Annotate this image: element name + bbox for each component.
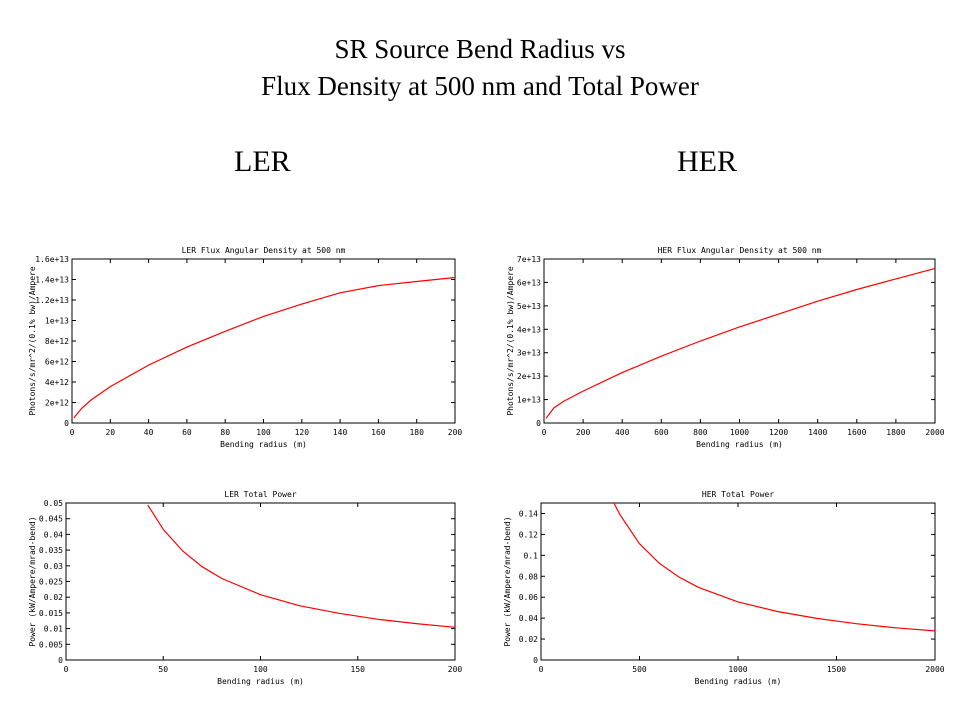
y-tick-label: 1e+13 <box>45 317 69 326</box>
y-axis-label: Photons/s/mr^2/(0.1% bw)/Ampere <box>506 266 515 415</box>
x-tick-label: 1600 <box>847 428 866 437</box>
y-tick-label: 0.02 <box>44 593 63 602</box>
y-tick-label: 8e+12 <box>45 337 69 346</box>
y-tick-label: 5e+13 <box>517 302 541 311</box>
plot-frame <box>65 502 456 661</box>
x-tick-label: 50 <box>158 665 168 674</box>
y-tick-label: 0.015 <box>39 609 63 618</box>
x-tick-label: 600 <box>654 428 669 437</box>
x-tick-label: 2000 <box>925 665 944 674</box>
y-tick-label: 0.06 <box>519 593 538 602</box>
x-tick-label: 200 <box>576 428 591 437</box>
x-tick-label: 140 <box>333 428 348 437</box>
chart-title: LER Total Power <box>224 490 296 499</box>
y-tick-label: 0 <box>533 656 538 665</box>
ler-flux-chart: LER Flux Angular Density at 500 nm 0 20 40 6… <box>28 246 462 449</box>
x-tick-label: 80 <box>220 428 230 437</box>
y-tick-label: 0.03 <box>44 562 63 571</box>
y-tick-label: 0.14 <box>519 509 538 518</box>
y-tick-label: 1.6e+13 <box>35 255 69 264</box>
x-tick-label: 40 <box>144 428 154 437</box>
x-axis-label: Bending radius (m) <box>696 440 783 449</box>
y-tick-label: 2e+12 <box>45 399 69 408</box>
y-tick-label: 1.2e+13 <box>35 296 69 305</box>
y-tick-label: 0.12 <box>519 530 538 539</box>
x-axis-label: Bending radius (m) <box>220 440 307 449</box>
x-tick-label: 60 <box>182 428 192 437</box>
y-axis-label: Power (kW/Ampere/mrad-bend) <box>503 516 512 646</box>
y-tick-label: 0 <box>58 656 63 665</box>
y-tick-label: 0 <box>64 419 69 428</box>
y-tick-label: 0.025 <box>39 578 63 587</box>
slide-title-line-2: Flux Density at 500 nm and Total Power <box>261 71 699 101</box>
series-line <box>613 502 936 632</box>
y-tick-label: 0.08 <box>519 572 538 581</box>
x-axis-label: Bending radius (m) <box>217 677 304 686</box>
y-tick-label: 4e+12 <box>45 378 69 387</box>
x-tick-label: 160 <box>371 428 386 437</box>
y-tick-label: 6e+12 <box>45 358 69 367</box>
y-tick-label: 2e+13 <box>517 372 541 381</box>
y-tick-label: 0.045 <box>39 515 63 524</box>
y-axis-label: Photons/s/mr^2/(0.1% bw)/Ampere <box>28 266 37 415</box>
ler-power-chart: LER Total Power 0 50 100 150 200 0 0.005 0.01 0.0… <box>28 490 462 686</box>
y-tick-label: 0.04 <box>519 614 538 623</box>
her-flux-chart: HER Flux Angular Density at 500 nm 0 200 40… <box>506 246 945 449</box>
x-tick-label: 0 <box>539 665 544 674</box>
x-tick-label: 1800 <box>886 428 905 437</box>
y-tick-label: 6e+13 <box>517 278 541 287</box>
ler-column-label: LER <box>234 145 291 178</box>
x-tick-label: 120 <box>295 428 310 437</box>
x-tick-label: 20 <box>105 428 115 437</box>
x-tick-label: 1200 <box>769 428 788 437</box>
chart-title: LER Flux Angular Density at 500 nm <box>182 246 346 255</box>
x-tick-label: 500 <box>632 665 647 674</box>
series-line <box>147 504 456 628</box>
chart-title: HER Flux Angular Density at 500 nm <box>658 246 822 255</box>
x-axis-label: Bending radius (m) <box>695 677 782 686</box>
x-tick-label: 100 <box>256 428 271 437</box>
x-tick-label: 1500 <box>827 665 846 674</box>
y-tick-label: 4e+13 <box>517 325 541 334</box>
x-tick-label: 180 <box>409 428 424 437</box>
x-tick-label: 0 <box>64 665 69 674</box>
y-tick-label: 0.005 <box>39 640 63 649</box>
x-tick-label: 1000 <box>728 665 747 674</box>
y-tick-label: 0.05 <box>44 499 63 508</box>
y-axis-label: Power (kW/Ampere/mrad-bend) <box>28 516 37 646</box>
x-tick-label: 0 <box>70 428 75 437</box>
her-power-chart: HER Total Power 0 500 1000 1500 2000 0 0.02 0.04… <box>503 490 945 686</box>
her-column-label: HER <box>677 145 737 178</box>
x-tick-label: 100 <box>253 665 268 674</box>
x-tick-label: 2000 <box>925 428 944 437</box>
x-tick-label: 0 <box>542 428 547 437</box>
x-tick-label: 200 <box>448 428 463 437</box>
x-tick-label: 1000 <box>730 428 749 437</box>
x-tick-label: 400 <box>615 428 630 437</box>
y-tick-label: 0.01 <box>44 625 63 634</box>
y-tick-label: 0.02 <box>519 635 538 644</box>
y-tick-label: 7e+13 <box>517 255 541 264</box>
x-tick-label: 800 <box>693 428 708 437</box>
series-line <box>73 276 456 419</box>
chart-title: HER Total Power <box>702 490 774 499</box>
y-tick-label: 0.035 <box>39 546 63 555</box>
y-tick-label: 0.04 <box>44 530 63 539</box>
slide-title-line-1: SR Source Bend Radius vs <box>334 34 626 64</box>
y-tick-label: 1e+13 <box>517 396 541 405</box>
x-tick-label: 150 <box>351 665 366 674</box>
y-tick-label: 0.1 <box>524 551 539 560</box>
x-tick-label: 1400 <box>808 428 827 437</box>
y-tick-label: 0 <box>536 419 541 428</box>
y-tick-label: 1.4e+13 <box>35 276 69 285</box>
plot-frame <box>540 502 936 661</box>
series-line <box>545 267 936 419</box>
x-tick-label: 200 <box>448 665 463 674</box>
y-tick-label: 3e+13 <box>517 349 541 358</box>
